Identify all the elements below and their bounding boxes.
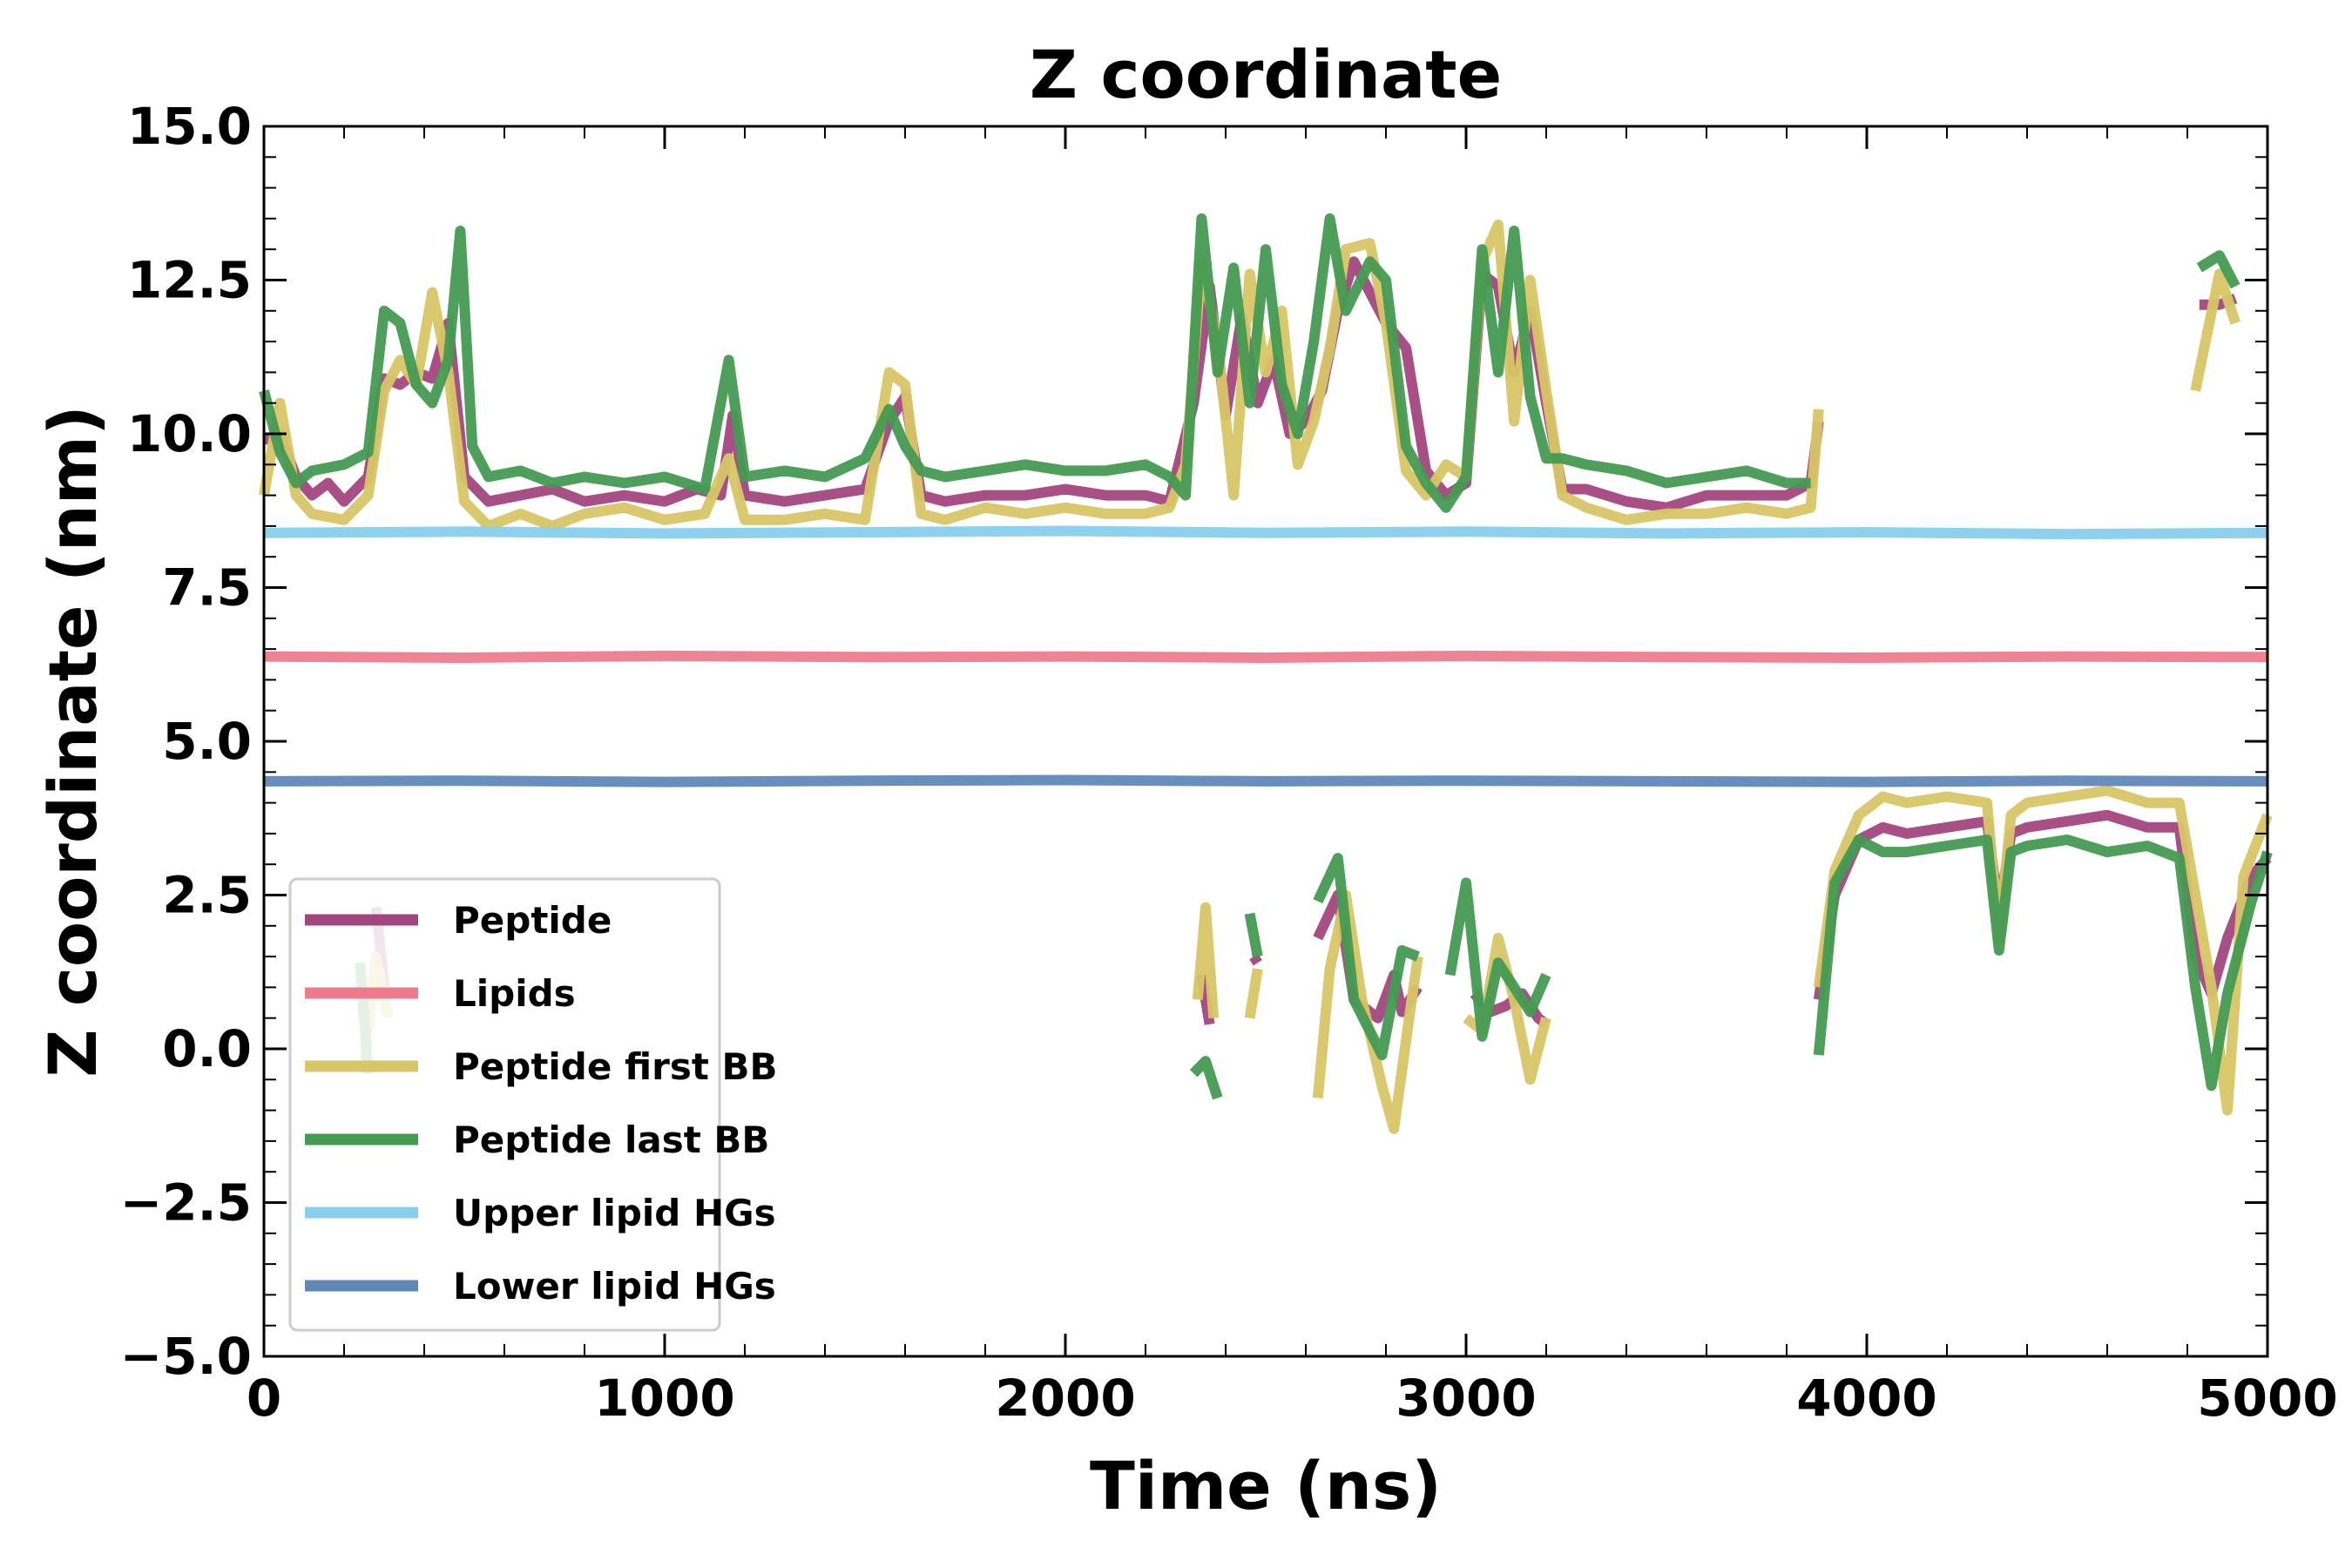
series-lower-lipid-hgs	[263, 774, 2268, 787]
x-axis-label: Time (ns)	[1090, 1447, 1442, 1524]
series-lipids-segment-0	[263, 650, 2268, 663]
y-tick-label: 0.0	[162, 1019, 252, 1078]
series-lower-lipid-hgs-segment-0	[263, 774, 2268, 787]
legend: Peptide Lipids Peptide first BB Peptide las…	[288, 877, 778, 1332]
legend-label-peptide-last-bb: Peptide last BB	[453, 1119, 769, 1161]
legend-label-peptide-first-bb: Peptide first BB	[453, 1045, 778, 1088]
y-tick-label: 2.5	[162, 866, 252, 925]
series-peptide-last-bb-segment-0	[259, 213, 1811, 513]
x-tick-label: 0	[247, 1369, 281, 1428]
chart-title: Z coordinate	[1030, 36, 1502, 113]
series-lipids	[263, 650, 2268, 663]
y-tick-label: −2.5	[120, 1173, 252, 1233]
legend-label-peptide: Peptide	[453, 899, 612, 942]
legend-label-lower-lipid-hgs: Lower lipid HGs	[453, 1265, 776, 1308]
y-axis-label: Z coordinate (nm)	[34, 405, 112, 1077]
series-peptide-first-bb-segment-1	[2190, 268, 2240, 392]
series-peptide-last-bb-segment-3	[1189, 1056, 1223, 1100]
x-tick-label: 2000	[995, 1369, 1135, 1428]
series-upper-lipid-hgs-segment-0	[263, 525, 2268, 540]
y-tick-label: 10.0	[127, 404, 252, 463]
x-tick-label: 1000	[594, 1369, 734, 1428]
plot-frame	[262, 125, 2269, 1358]
series-peptide-last-bb-segment-7	[1813, 835, 2273, 1092]
series-peptide-last-bb-segment-4	[1244, 912, 1263, 958]
series-upper-lipid-hgs	[263, 525, 2268, 540]
series-peptide-first-bb-segment-4	[1244, 968, 1263, 1019]
series-peptide-last-bb-segment-5	[1313, 853, 1420, 1061]
y-tick-label: 15.0	[127, 97, 252, 156]
x-tick-label: 5000	[2197, 1369, 2337, 1428]
y-tick-label: 7.5	[162, 558, 252, 618]
ticks-layer: 0 1000 2000 3000 4000 5000 −5.0 −2.5 0.0 2.5 5.0 7.…	[120, 97, 2338, 1428]
y-tick-label: 5.0	[162, 712, 252, 771]
series-peptide-first-bb-segment-0	[259, 220, 1824, 531]
x-tick-label: 4000	[1796, 1369, 1936, 1428]
x-tick-label: 3000	[1396, 1369, 1536, 1428]
series-peptide-last-bb-segment-1	[2196, 250, 2240, 289]
legend-label-lipids: Lipids	[453, 972, 576, 1015]
series-peptide-first-bb-segment-3	[1192, 902, 1220, 1019]
y-tick-label: 12.5	[127, 251, 252, 310]
y-tick-label: −5.0	[120, 1327, 252, 1386]
legend-label-upper-lipid-hgs: Upper lipid HGs	[453, 1192, 776, 1234]
legend-frame	[288, 877, 721, 1332]
series-peptide-segment-4	[1249, 953, 1262, 966]
series-peptide-first-bb-segment-7	[1813, 785, 2273, 1116]
series-peptide-last-bb-segment-6	[1444, 877, 1551, 1042]
